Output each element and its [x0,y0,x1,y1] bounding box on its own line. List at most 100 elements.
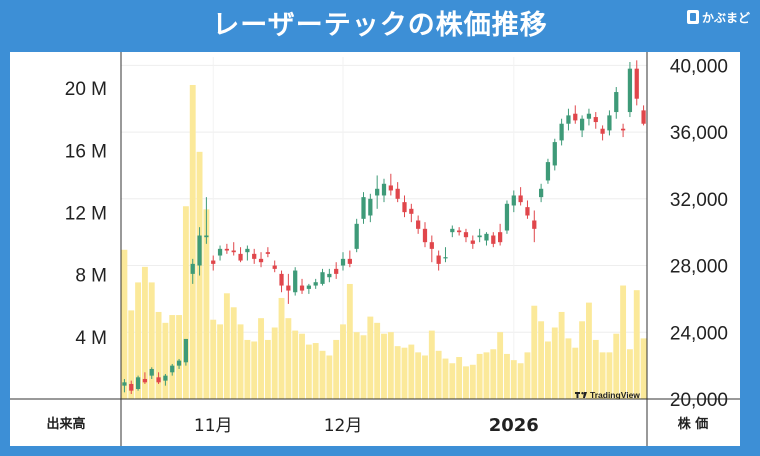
volume-bar [217,324,223,399]
candle [614,87,619,119]
volume-bar [626,349,633,399]
price-tick-label: 40,000 [670,56,728,77]
candle-body [204,235,209,238]
candle-body [429,242,434,249]
volume-bar [633,290,640,399]
volume-bar [264,339,271,399]
candle-body [573,113,578,121]
candle [477,228,482,243]
candle-body [381,183,387,196]
candle-body [586,113,592,119]
candle [593,112,598,129]
candle-body [334,268,339,274]
candle [334,262,339,279]
volume-bar [333,339,340,399]
volume-bar [128,310,135,399]
candle-body [354,223,359,249]
tradingview-icon [575,392,587,398]
candle-body [388,185,393,191]
candle-body [477,235,482,238]
candle [559,118,564,146]
candle [231,242,236,256]
candle [170,363,175,376]
candle [204,197,209,244]
candle [340,252,346,271]
volume-bar [606,352,613,399]
candle [525,200,530,219]
volume-bar [176,315,183,399]
candle [197,227,202,276]
volume-bar [442,358,449,399]
candle [375,175,380,209]
volume-bar [551,327,558,399]
candle-body [395,188,400,199]
candle-body [375,188,380,196]
candle-body [327,273,332,278]
candle [627,62,633,118]
volume-bar [278,297,285,399]
volume-bar [381,333,387,399]
price-tick-label: 32,000 [670,190,728,211]
candle-body [245,248,250,253]
candle [450,225,455,238]
volume-bar [483,352,490,399]
candle-body [450,228,455,233]
volume-bar [517,363,524,399]
candle-body [197,235,202,266]
candle-body [313,282,318,286]
candle [429,235,434,263]
candle [224,243,230,254]
candle [586,108,592,126]
volume-bar [244,339,251,399]
candle-body [231,250,236,253]
candle [142,372,148,384]
candle-body [532,220,537,229]
candle-body [135,377,141,389]
candle [545,158,551,184]
volume-bar [579,321,586,399]
volume-bar [572,347,579,399]
candle-body [129,383,134,391]
volume-bar [203,209,210,399]
volume-bar [415,352,422,399]
candle [498,223,503,246]
volume-tick-label: 16 M [65,141,107,162]
candle [217,245,223,261]
candle-body [238,253,243,261]
candle-body [518,195,523,203]
candle [443,247,448,263]
volume-bar [189,84,196,400]
candle [368,193,373,223]
candle [511,190,516,213]
volume-bar [360,335,367,399]
candle [579,115,585,138]
candle-body [265,252,270,254]
volume-bar [285,318,292,399]
x-tick-label: 11月 [194,416,233,436]
candle-body [484,233,489,241]
volume-bar [148,282,155,399]
candle-body [641,110,646,124]
candle-body [279,273,284,286]
volume-bar [169,315,176,399]
volume-bar [435,350,442,399]
candle [504,200,510,234]
candle-body [368,198,373,216]
chart-panel: 4 M 8 M 12 M 16 M 20 M 20,000 24,000 28,000 32,0… [10,52,740,446]
volume-bar [367,316,374,399]
volume-tick-label: 12 M [65,203,107,224]
candle [532,210,537,243]
candle-body [607,115,612,131]
volume-bar [613,333,620,399]
volume-tick-label: 4 M [75,328,107,349]
candle [484,232,489,246]
tradingview-watermark: TradingView [575,390,640,400]
price-tick-label: 20,000 [670,390,728,411]
candle [286,273,291,304]
volume-bar [319,350,326,399]
brand-logo[interactable]: かぶまど [686,8,750,26]
candle-body [163,375,168,381]
volume-bar [374,322,381,399]
volume-bar [299,333,305,399]
candle [566,108,571,131]
